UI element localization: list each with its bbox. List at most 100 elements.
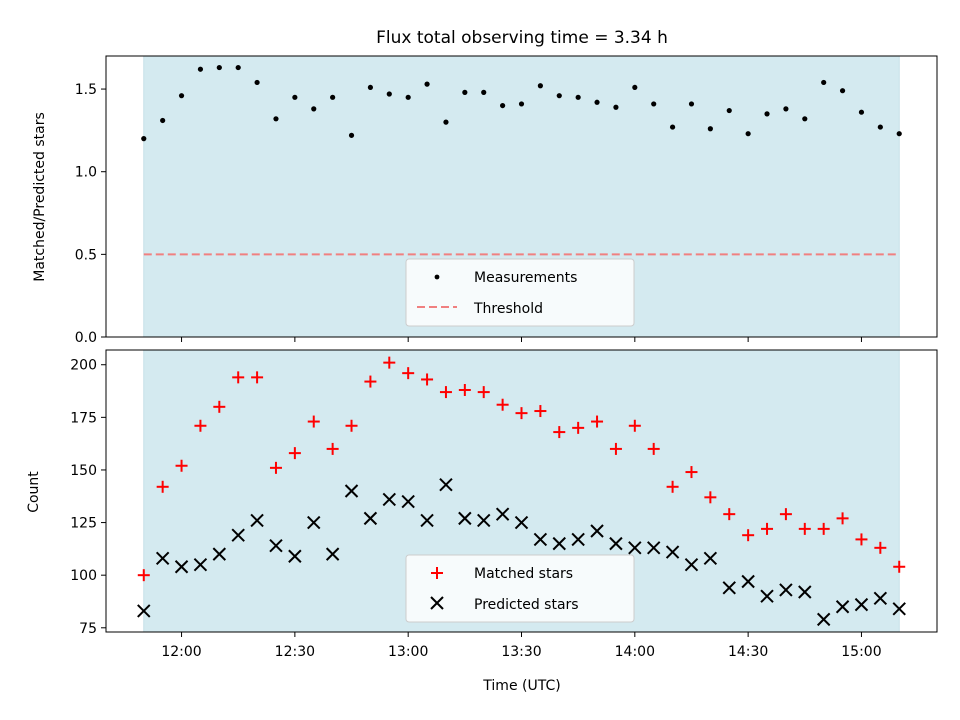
matched-star-point [855, 533, 868, 546]
measurement-point [424, 81, 430, 87]
matched-star-point [742, 529, 755, 542]
bottom-legend-box [405, 554, 635, 623]
predicted-star-point [250, 513, 264, 528]
matched-star-point [345, 419, 358, 432]
matched-star-point [534, 405, 547, 418]
matched-star-point [402, 367, 415, 380]
bottom-axes-frame [105, 349, 938, 633]
predicted-star-point [873, 591, 888, 606]
matched-star-point [515, 407, 528, 420]
measurement-point [518, 101, 525, 107]
predicted-star-point [212, 547, 227, 561]
legend-marker-predicted [430, 596, 444, 610]
measurement-point [330, 94, 336, 100]
top-y-tick-label: 0.0 [75, 330, 97, 346]
matched-star-point [723, 508, 736, 521]
predicted-star-point [854, 597, 869, 612]
legend-marker-matched [431, 567, 443, 579]
predicted-star-point [609, 536, 623, 551]
measurement-point [443, 119, 449, 125]
measurement-point [594, 99, 600, 105]
matched-star-point [836, 512, 849, 525]
legend-label-matched: Matched stars [474, 566, 573, 582]
predicted-star-point [193, 557, 208, 572]
measurement-point [160, 117, 166, 124]
top-legend: Measurements Threshold [405, 258, 635, 327]
predicted-star-point [590, 524, 604, 538]
measurement-point [500, 102, 506, 109]
matched-star-point [288, 447, 301, 460]
top-panel: 0.0 0.5 1.0 1.5 Matched/Predicted stars Mea… [32, 55, 938, 346]
matched-star-point [458, 383, 471, 396]
measurement-point [745, 131, 751, 137]
matched-star-point [156, 480, 169, 493]
predicted-star-point [420, 513, 434, 528]
predicted-star-point [741, 574, 755, 589]
x-tick-label: 14:30 [728, 644, 768, 660]
matched-star-point [383, 356, 396, 369]
predicted-star-point [533, 532, 548, 547]
matched-star-point [817, 522, 830, 535]
predicted-star-point [816, 612, 831, 627]
predicted-star-point [307, 515, 321, 530]
matched-star-point [779, 508, 792, 521]
x-tick-label: 12:30 [275, 644, 315, 660]
matched-star-point [269, 461, 282, 474]
measurement-point [613, 104, 619, 110]
predicted-star-point [514, 515, 529, 530]
measurement-point [462, 89, 468, 95]
matched-star-point [893, 560, 906, 573]
bottom-y-axis-label: Count [26, 471, 42, 513]
top-y-tick-label: 0.5 [75, 247, 97, 263]
matched-stars-marks [137, 356, 906, 582]
matched-star-point [874, 541, 887, 554]
matched-star-point [364, 375, 377, 388]
bottom-y-ticks: 75 100 125 150 175 200 [70, 358, 106, 637]
predicted-star-point [231, 528, 245, 542]
predicted-star-point [760, 589, 774, 603]
bottom-y-tick-label: 125 [70, 516, 97, 532]
measurement-point [802, 116, 808, 122]
measurement-point [707, 126, 713, 132]
matched-star-point [326, 442, 339, 455]
x-tick-label: 12:00 [161, 644, 201, 660]
x-tick-label: 14:00 [615, 644, 655, 660]
predicted-star-point [477, 513, 491, 528]
top-marks [141, 64, 902, 142]
predicted-star-point [646, 541, 661, 555]
predicted-star-point [174, 560, 189, 574]
matched-star-point [647, 442, 660, 455]
predicted-star-point [779, 583, 793, 597]
matched-star-point [421, 373, 434, 386]
top-y-axis-label: Matched/Predicted stars [32, 112, 48, 282]
matched-star-point [232, 371, 245, 384]
matched-star-point [628, 419, 641, 432]
measurement-point [783, 106, 789, 112]
predicted-star-point [495, 507, 510, 521]
chart-title: Flux total observing time = 3.34 h [376, 28, 668, 48]
bottom-panel: 75 100 125 150 175 200 12:00 12:30 13:00 13:30 14… [26, 349, 938, 694]
top-y-ticks: 0.0 0.5 1.0 1.5 [75, 82, 106, 346]
predicted-star-point [344, 484, 359, 498]
predicted-star-point [703, 551, 718, 566]
legend-marker-measurements [434, 274, 440, 280]
predicted-star-point [363, 511, 378, 526]
predicted-star-point [458, 511, 472, 526]
predicted-stars-marks [137, 477, 906, 627]
matched-star-point [251, 371, 264, 384]
predicted-star-point [382, 492, 397, 507]
measurement-point [178, 93, 185, 99]
matched-star-point [175, 459, 188, 472]
bottom-y-tick-label: 100 [70, 568, 97, 584]
bottom-y-tick-label: 175 [70, 410, 97, 426]
matched-star-point [666, 480, 679, 493]
predicted-star-point [137, 604, 151, 618]
predicted-star-point [288, 549, 302, 563]
predicted-star-point [684, 557, 699, 572]
predicted-star-point [269, 539, 283, 553]
measurement-point [367, 84, 374, 91]
predicted-star-point [722, 581, 736, 595]
predicted-star-point [155, 551, 170, 566]
measurement-point [726, 107, 732, 114]
predicted-star-point [835, 600, 850, 614]
